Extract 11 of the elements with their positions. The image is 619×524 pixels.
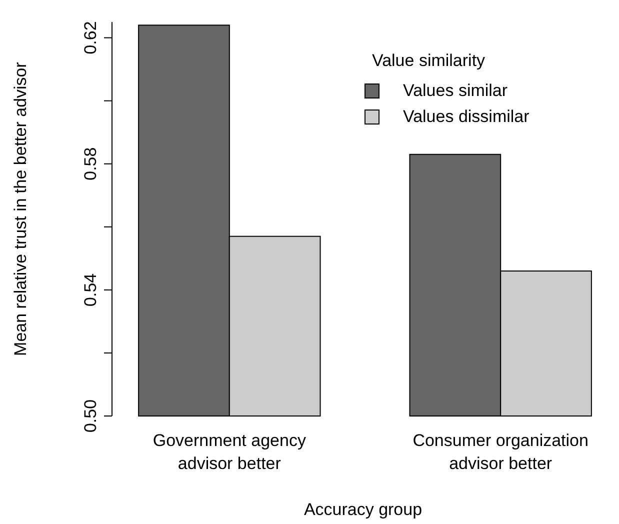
x-tick-label: Consumer organization advisor better (412, 431, 588, 473)
y-tick-label: 0.62 (81, 21, 100, 54)
y-tick-label: 0.58 (81, 147, 100, 180)
y-tick-label: 0.50 (81, 399, 100, 433)
legend-title: Value similarity (372, 51, 486, 70)
y-axis-title: Mean relative trust in the better advisor (11, 62, 30, 356)
legend-label: Values similar (403, 81, 508, 100)
legend-label: Values dissimilar (403, 107, 530, 126)
x-axis-title: Accuracy group (304, 500, 422, 519)
x-tick-label: Government agency advisor better (152, 431, 306, 473)
y-tick-label: 0.54 (81, 273, 100, 306)
